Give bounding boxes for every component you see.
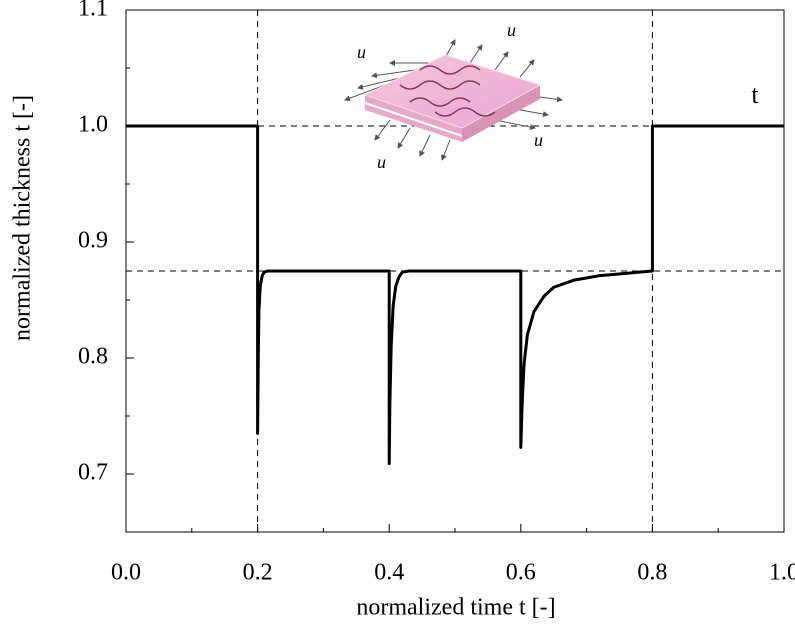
data-line bbox=[126, 124, 784, 466]
inset-label: u bbox=[507, 20, 516, 40]
x-axis-label: normalized time t [-] bbox=[356, 595, 555, 621]
plate-layer bbox=[364, 102, 463, 137]
x-tick-label: 0.2 bbox=[243, 560, 273, 586]
y-tick-label: 1.1 bbox=[78, 0, 108, 22]
x-tick-label: 0.6 bbox=[506, 560, 536, 586]
inset-label: u bbox=[357, 42, 366, 62]
x-tick-label: 0.4 bbox=[374, 560, 404, 586]
inset-illustration: u u u u bbox=[344, 20, 563, 172]
y-tick-label: 1.0 bbox=[78, 112, 108, 138]
y-axis-label: normalized thickness t [-] bbox=[10, 95, 36, 341]
series-label: t bbox=[751, 80, 759, 109]
x-tick-label: 0.8 bbox=[637, 560, 667, 586]
y-tick-label: 0.9 bbox=[78, 228, 108, 254]
inset-label: u bbox=[377, 152, 386, 172]
fibers bbox=[399, 65, 496, 117]
x-tick-label: 1.0 bbox=[769, 560, 795, 586]
plate-top bbox=[363, 54, 542, 129]
y-tick-label: 0.8 bbox=[78, 344, 108, 370]
inset-label: u bbox=[534, 130, 543, 150]
x-tick-label: 0.0 bbox=[111, 560, 141, 586]
plate-side bbox=[462, 85, 540, 142]
y-tick-label: 0.7 bbox=[78, 460, 108, 486]
